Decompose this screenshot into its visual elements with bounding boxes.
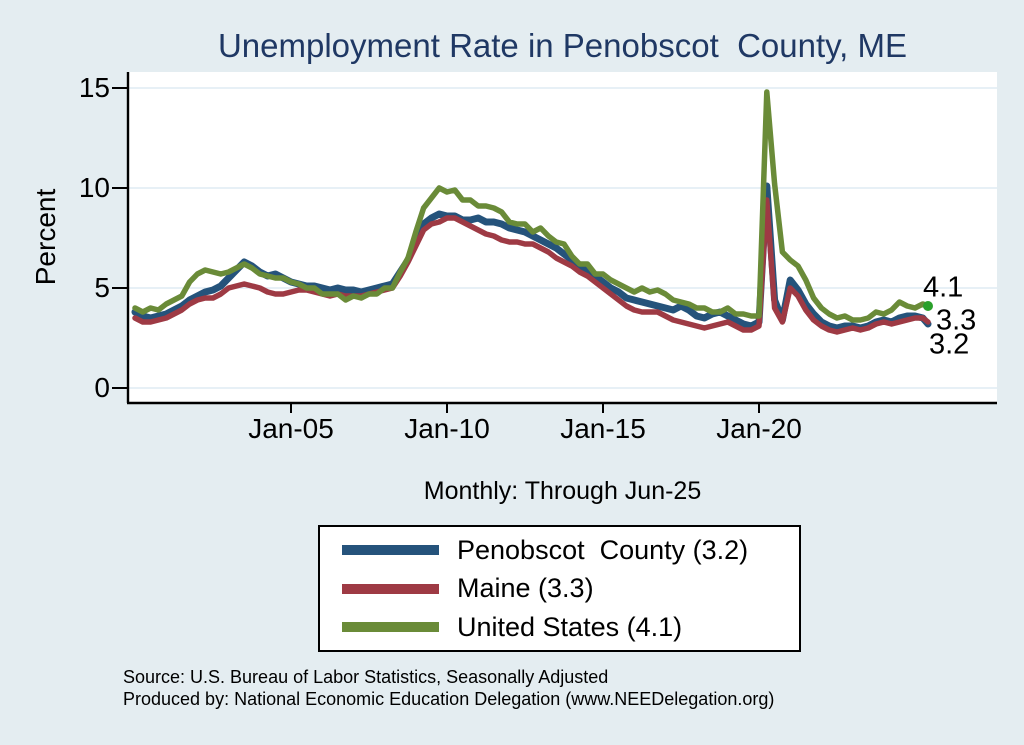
legend-item-us: United States (4.1) — [342, 612, 799, 643]
legend-label-penobscot: Penobscot County (3.2) — [457, 534, 749, 565]
source-note: Source: U.S. Bureau of Labor Statistics,… — [123, 667, 609, 687]
legend-box: Penobscot County (3.2) Maine (3.3) Unite… — [318, 525, 801, 652]
x-tick-label: Jan-15 — [560, 413, 646, 444]
footer-notes: Source: U.S. Bureau of Labor Statistics,… — [123, 666, 774, 710]
chart-subtitle: Monthly: Through Jun-25 — [423, 477, 702, 505]
chart-title: Unemployment Rate in Penobscot County, M… — [217, 27, 908, 64]
end-value-label-penobscot: 3.2 — [929, 328, 970, 361]
us-line-swatch — [342, 622, 439, 632]
penobscot-line-swatch — [342, 545, 439, 555]
series-line-maine — [132, 197, 931, 335]
legend-label-maine: Maine (3.3) — [457, 573, 594, 603]
end-value-label-maine: 3.3 — [936, 304, 977, 337]
series-line-united-states — [132, 89, 931, 323]
x-tick-label: Jan-10 — [404, 413, 490, 444]
legend-item-maine: Maine (3.3) — [342, 573, 799, 604]
plot-area — [128, 72, 997, 403]
x-tick-label: Jan-05 — [248, 413, 334, 444]
y-tick-label: 0 — [94, 372, 110, 403]
x-tick-label: Jan-20 — [716, 413, 802, 444]
y-tick-label: 15 — [78, 72, 110, 103]
legend-label-us: United States (4.1) — [457, 611, 683, 642]
produced-by-note: Produced by: National Economic Education… — [123, 689, 775, 709]
end-value-label-us: 4.1 — [923, 271, 964, 304]
series-end-marker-united-states — [923, 301, 933, 311]
y-axis-title: Percent — [30, 188, 61, 286]
y-tick-label: 5 — [94, 272, 110, 303]
maine-line-swatch — [342, 583, 439, 594]
legend-item-penobscot: Penobscot County (3.2) — [342, 535, 799, 566]
y-tick-label: 10 — [78, 172, 110, 203]
